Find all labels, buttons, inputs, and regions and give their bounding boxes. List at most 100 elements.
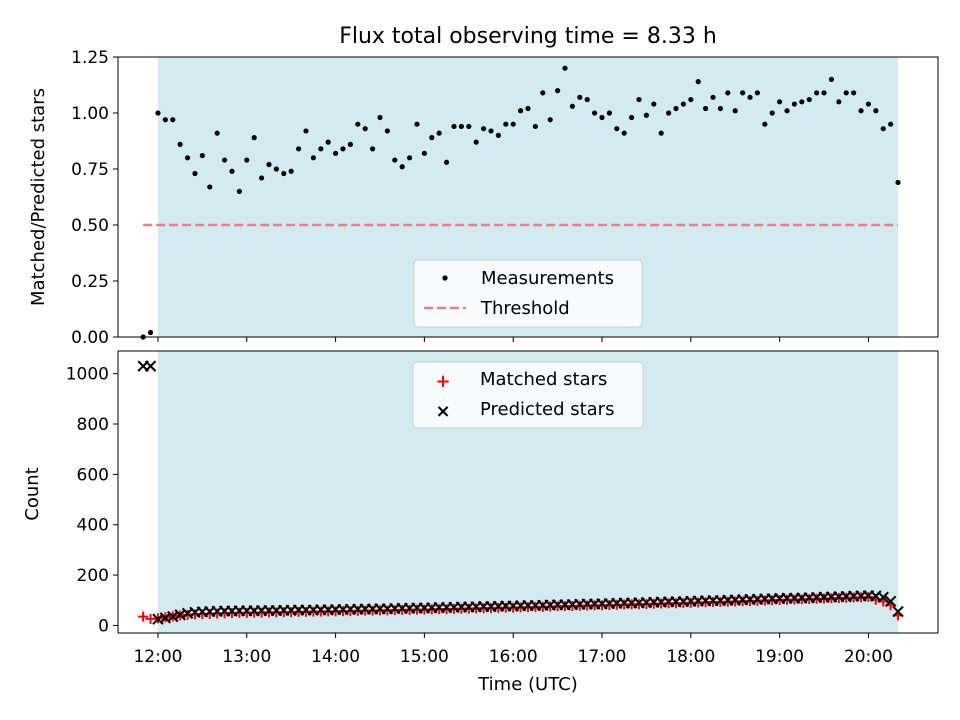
measurement-point: [732, 108, 738, 114]
x-tick-label: 18:00: [666, 647, 715, 667]
measurement-point: [392, 157, 398, 163]
measurement-point: [806, 96, 812, 103]
measurement-point: [680, 101, 687, 107]
measurement-point: [584, 96, 590, 103]
measurement-point: [821, 90, 827, 96]
measurement-point: [762, 121, 768, 127]
measurement-point: [747, 94, 753, 100]
x-tick-label: 17:00: [578, 647, 627, 667]
top-ticks: 0.00 0.25 0.50 0.75 1.00 1.25: [71, 48, 869, 348]
measurement-point: [399, 164, 405, 170]
bottom-y-tick-label: 200: [77, 566, 109, 586]
measurement-point: [614, 126, 620, 132]
measurement-point: [791, 101, 798, 107]
measurement-point: [258, 175, 265, 181]
measurement-point: [895, 179, 901, 186]
predicted-star-marker: [877, 591, 889, 603]
measurement-point: [229, 168, 235, 174]
measurement-point: [436, 130, 442, 136]
measurement-point: [421, 150, 427, 156]
measurement-point: [303, 128, 309, 134]
measurement-point: [310, 155, 316, 161]
measurement-point: [377, 114, 383, 121]
measurement-point: [710, 94, 716, 100]
legend-predicted-label: Predicted stars: [480, 399, 614, 420]
measurement-point: [480, 126, 487, 132]
measurement-point: [414, 121, 420, 127]
measurement-point: [592, 110, 598, 116]
measurement-point: [695, 79, 701, 85]
top-y-tick-label: 0.75: [71, 160, 109, 180]
measurement-point: [162, 117, 168, 123]
measurement-point: [199, 152, 205, 159]
measurement-point: [525, 105, 531, 112]
bottom-y-tick-label: 1000: [66, 365, 109, 385]
measurement-point: [273, 166, 279, 172]
measurement-point: [251, 135, 257, 141]
measurement-point: [651, 101, 657, 107]
measurement-point: [703, 105, 709, 112]
measurement-point: [569, 103, 576, 109]
measurement-point: [503, 121, 509, 127]
measurement-point: [629, 114, 635, 121]
top-axes-frame: [117, 56, 939, 338]
top-y-tick-label: 0.50: [71, 216, 109, 236]
measurement-point: [621, 130, 627, 136]
measurement-point: [577, 94, 583, 100]
measurement-point: [488, 128, 494, 134]
measurement-point: [458, 123, 464, 130]
measurement-point: [192, 170, 198, 177]
measurement-point: [355, 121, 361, 127]
measurement-point: [221, 157, 228, 163]
measurement-point: [147, 329, 154, 336]
measurement-point: [325, 139, 331, 145]
measurement-point: [658, 130, 664, 136]
measurement-point: [562, 65, 568, 71]
measurement-point: [836, 99, 842, 105]
measurement-point: [828, 76, 835, 82]
x-tick-label: 13:00: [222, 647, 271, 667]
top-y-axis-label: Matched/Predicted stars: [28, 88, 49, 306]
top-legend: Measurements Threshold: [413, 259, 643, 328]
measurement-point: [540, 90, 546, 96]
legend-matched-label: Matched stars: [480, 369, 607, 390]
measurement-point: [880, 126, 886, 132]
measurement-point: [673, 105, 679, 112]
measurement-point: [214, 130, 220, 136]
measurement-point: [473, 139, 479, 145]
chart-title: Flux total observing time = 8.33 h: [339, 24, 717, 49]
predicted-star-marker: [884, 595, 897, 607]
x-tick-label: 16:00: [489, 647, 538, 667]
measurement-point: [295, 146, 302, 152]
measurement-point: [244, 157, 250, 163]
bottom-panel: 0 200 400 600 800 1000 12:00 13:00 14:00 15:00 16:…: [22, 350, 939, 695]
measurement-point: [451, 123, 457, 130]
measurement-point: [843, 90, 849, 96]
x-tick-label: 20:00: [844, 647, 893, 667]
measurement-point: [717, 105, 724, 112]
measurement-point: [318, 146, 324, 152]
top-y-tick-label: 0.00: [71, 328, 109, 348]
measurement-point: [384, 128, 390, 134]
measurement-point: [177, 141, 183, 147]
bottom-axes-frame: [117, 350, 939, 634]
measurement-point: [236, 188, 242, 194]
measurement-point: [443, 159, 450, 165]
bottom-legend: + Matched stars × Predicted stars: [412, 361, 644, 429]
measurement-point: [170, 117, 176, 123]
measurement-point: [636, 96, 642, 103]
measurement-point: [606, 110, 613, 116]
top-y-tick-label: 1.00: [71, 104, 109, 124]
measurement-point: [547, 117, 553, 123]
x-tick-label: 12:00: [133, 647, 182, 667]
legend-threshold-label: Threshold: [480, 298, 570, 319]
measurement-point: [207, 184, 213, 190]
measurement-point: [288, 168, 294, 174]
top-y-tick-label: 0.25: [71, 272, 109, 292]
x-axis-label: Time (UTC): [477, 674, 578, 695]
bottom-y-axis-label: Count: [22, 467, 43, 520]
measurement-point: [429, 135, 435, 141]
measurement-point: [495, 132, 501, 138]
measurement-point: [332, 150, 339, 156]
